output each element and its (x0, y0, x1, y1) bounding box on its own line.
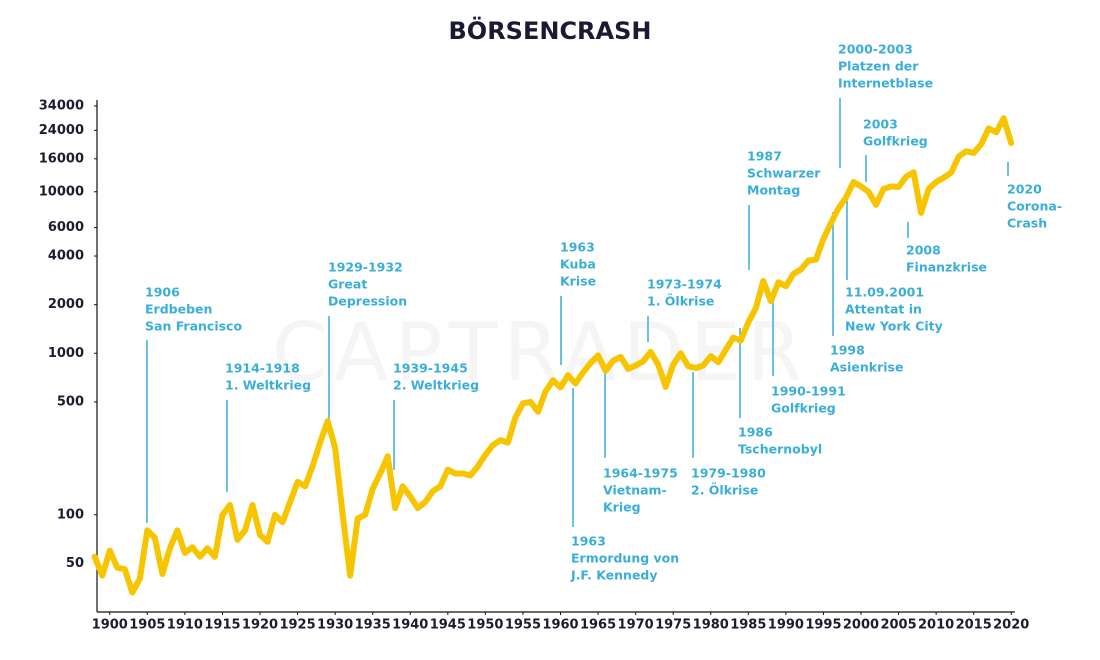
annotation-text: 1990-1991 (771, 384, 846, 399)
y-tick-label: 6000 (48, 220, 84, 235)
annotation-text: 1987 (747, 149, 782, 164)
annotation-text: Montag (747, 183, 800, 198)
annotation-text: 1. Ölkrise (647, 294, 714, 309)
annotation-text: New York City (845, 319, 943, 334)
chart-title: BÖRSENCRASH (449, 15, 652, 45)
x-tick-label: 1980 (693, 618, 729, 633)
y-tick-label: 100 (57, 507, 84, 522)
annotation-text: 1929-1932 (328, 260, 403, 275)
annotation-text: 1939-1945 (393, 361, 468, 376)
annotation-text: Internetblase (838, 76, 933, 91)
annotation-text: Tschernobyl (738, 442, 822, 457)
y-tick-label: 1000 (48, 346, 84, 361)
line-series (91, 115, 1015, 596)
annotation-text: 1963 (571, 534, 606, 549)
annotation-text: Vietnam- (603, 483, 667, 498)
annotation-text: Schwarzer (747, 166, 821, 181)
annotation-text: Attentat in (845, 302, 922, 317)
x-tick-label: 1910 (167, 618, 203, 633)
annotation-text: 1906 (145, 285, 180, 300)
annotation-text: Finanzkrise (906, 260, 987, 275)
x-tick-label: 1990 (768, 618, 804, 633)
annotation-text: 1963 (560, 240, 595, 255)
x-tick-label: 1920 (242, 618, 278, 633)
annotation-text: 1998 (830, 343, 865, 358)
y-tick-label: 16000 (39, 151, 84, 166)
annotation-text: Erdbeben (145, 302, 212, 317)
x-tick-label: 1950 (467, 618, 503, 633)
y-tick-label: 10000 (39, 184, 84, 199)
x-tick-label: 1995 (805, 618, 841, 633)
annotation-text: 1914-1918 (225, 361, 300, 376)
x-tick-label: 1985 (730, 618, 766, 633)
x-tick-label: 1955 (505, 618, 541, 633)
annotation-text: 1. Weltkrieg (225, 378, 311, 393)
annotation-text: Golfkrieg (863, 134, 928, 149)
x-tick-label: 2000 (843, 618, 879, 633)
annotation-text: Great (328, 277, 367, 292)
annotation-text: J.F. Kennedy (570, 568, 658, 583)
x-tick-label: 1935 (355, 618, 391, 633)
annotation-text: Golfkrieg (771, 401, 836, 416)
annotation-text: 2. Weltkrieg (393, 378, 479, 393)
annotation-text: 2020 (1007, 182, 1042, 197)
annotation-text: 1979-1980 (691, 466, 766, 481)
y-tick-label: 4000 (48, 249, 84, 264)
annotation-text: Asienkrise (830, 360, 903, 375)
y-tick-label: 2000 (48, 297, 84, 312)
annotation-text: 1973-1974 (647, 277, 722, 292)
annotation-text: 1964-1975 (603, 466, 678, 481)
annotation-text: Platzen der (838, 59, 919, 74)
annotation-text: 2008 (906, 243, 941, 258)
y-tick-label: 24000 (39, 123, 84, 138)
annotation-text: 2003 (863, 117, 898, 132)
annotation-text: San Francisco (145, 319, 242, 334)
x-tick-label: 1945 (430, 618, 466, 633)
x-tick-label: 1965 (580, 618, 616, 633)
x-tick-label: 1915 (204, 618, 240, 633)
annotation-text: Kuba (560, 257, 596, 272)
annotation-text: Crash (1007, 216, 1047, 231)
x-tick-label: 1975 (655, 618, 691, 633)
annotation-text: 11.09.2001 (845, 285, 924, 300)
y-tick-label: 50 (66, 556, 84, 571)
x-tick-label: 1905 (129, 618, 165, 633)
annotation-text: 2000-2003 (838, 42, 913, 57)
x-tick-label: 1925 (279, 618, 315, 633)
y-tick-label: 500 (57, 394, 84, 409)
annotation-text: 2. Ölkrise (691, 483, 758, 498)
x-tick-label: 2010 (918, 618, 954, 633)
annotation-text: 1986 (738, 425, 773, 440)
x-tick-label: 1900 (92, 618, 128, 633)
x-tick-label: 1940 (392, 618, 428, 633)
watermark: CAPTRADER (272, 306, 809, 399)
y-tick-label: 34000 (39, 98, 84, 113)
x-tick-label: 1930 (317, 618, 353, 633)
x-tick-label: 1960 (542, 618, 578, 633)
x-tick-label: 2005 (880, 618, 916, 633)
annotation-text: Krise (560, 274, 596, 289)
x-tick-label: 1970 (618, 618, 654, 633)
annotation-text: Depression (328, 294, 407, 309)
annotation-text: Corona- (1007, 199, 1062, 214)
annotation-text: Krieg (603, 500, 641, 515)
x-tick-label: 2020 (993, 618, 1029, 633)
annotation-text: Ermordung von (571, 551, 679, 566)
x-tick-label: 2015 (956, 618, 992, 633)
